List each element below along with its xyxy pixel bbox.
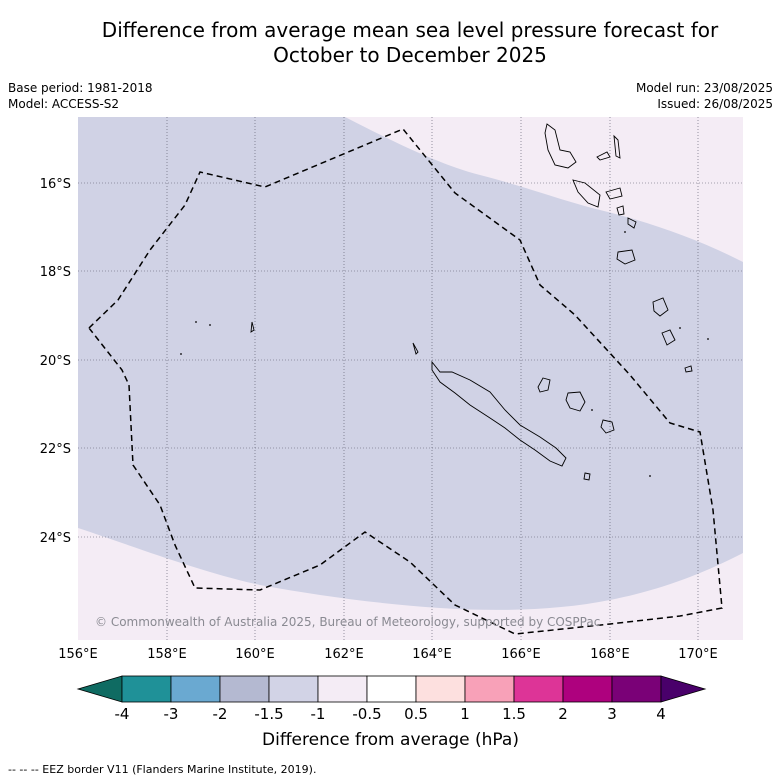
reef-dot <box>649 475 651 477</box>
lon-tick: 160°E <box>235 647 275 662</box>
colorbar-bin <box>611 675 662 703</box>
band-main <box>78 117 743 610</box>
colorbar-tick-label: -3 <box>163 705 179 723</box>
meta-left: Base period: 1981-2018 Model: ACCESS-S2 <box>8 80 153 112</box>
colorbar-extend-low <box>76 675 123 703</box>
colorbar-tick-label: 1.5 <box>502 705 526 723</box>
base-period: Base period: 1981-2018 <box>8 81 153 95</box>
lat-tick: 18°S <box>40 265 71 280</box>
lat-tick: 16°S <box>40 177 71 192</box>
lifou-island <box>565 391 586 412</box>
colorbar-bin <box>415 675 466 703</box>
lon-tick: 168°E <box>590 647 630 662</box>
colorbar <box>76 675 707 703</box>
maewo-island <box>613 134 621 159</box>
tanna-island <box>661 329 676 346</box>
title-line-2: October to December 2025 <box>273 43 547 67</box>
reef-dot <box>209 324 211 326</box>
ambae-island <box>596 151 611 161</box>
lon-tick: 158°E <box>147 647 187 662</box>
efate-island <box>616 249 636 265</box>
lon-tick: 162°E <box>324 647 364 662</box>
epi-island <box>616 205 625 216</box>
colorbar-bin <box>170 675 221 703</box>
mare-island <box>600 419 615 434</box>
model-name: Model: ACCESS-S2 <box>8 97 120 111</box>
reef-dot <box>591 409 593 411</box>
lon-axis: 156°E 158°E 160°E 162°E 164°E 166°E 168°… <box>58 647 718 662</box>
colorbar-bin <box>268 675 319 703</box>
colorbar-tick-label: -1 <box>310 705 326 723</box>
belep-islands <box>412 342 419 355</box>
colorbar-bin <box>121 675 172 703</box>
lat-tick: 20°S <box>40 354 71 369</box>
reef-dot <box>707 338 709 340</box>
colorbar-bin <box>317 675 368 703</box>
chesterfield-islet <box>250 321 255 333</box>
new-caledonia-island <box>431 360 567 467</box>
colorbar-tick-label: -2 <box>212 705 228 723</box>
eez-legend-note: -- -- -- EEZ border V11 (Flanders Marine… <box>8 763 317 776</box>
model-run: Model run: 23/08/2025 <box>635 81 773 95</box>
reef-dot <box>180 353 182 355</box>
colorbar-bin <box>464 675 515 703</box>
colorbar-tick-label: 1 <box>460 705 470 723</box>
lon-tick: 164°E <box>412 647 452 662</box>
aneityum-island <box>684 365 693 373</box>
isle-of-pines <box>583 472 591 481</box>
meta-right: Model run: 23/08/2025 Issued: 26/08/2025 <box>636 80 773 112</box>
ouvea-island <box>537 377 551 393</box>
malekula-island <box>572 179 601 208</box>
graticule <box>78 117 743 640</box>
map-title: Difference from average mean sea level p… <box>60 18 760 68</box>
colorbar-tick-label: -1.5 <box>254 705 284 723</box>
colorbar-tick-label: -4 <box>114 705 130 723</box>
copyright-notice: © Commonwealth of Australia 2025, Bureau… <box>95 615 601 629</box>
colorbar-tick-label: -0.5 <box>352 705 382 723</box>
lat-axis: 16°S 18°S 20°S 22°S 24°S <box>40 177 71 546</box>
shepherd-islands <box>627 217 637 229</box>
colorbar-bin <box>562 675 613 703</box>
title-line-1: Difference from average mean sea level p… <box>101 18 719 42</box>
colorbar-tick-label: 2 <box>558 705 568 723</box>
colorbar-bin <box>366 675 417 703</box>
colorbar-bin <box>219 675 270 703</box>
eez-border <box>87 128 723 635</box>
reef-dot <box>679 327 681 329</box>
erromango-island <box>652 297 669 317</box>
ambrym-island <box>605 187 623 200</box>
map-area <box>78 117 743 640</box>
lat-tick: 24°S <box>40 531 71 546</box>
colorbar-tick-label: 0.5 <box>404 705 428 723</box>
colorbar-tick-label: 3 <box>607 705 617 723</box>
colorbar-bin <box>513 675 564 703</box>
espiritu-santo <box>544 123 577 169</box>
reef-dot <box>195 321 197 323</box>
colorbar-extend-high <box>660 675 707 703</box>
lon-tick: 156°E <box>58 647 98 662</box>
colorbar-tick-label: 4 <box>656 705 666 723</box>
lon-tick: 166°E <box>501 647 541 662</box>
lon-tick: 170°E <box>678 647 718 662</box>
reef-dot <box>624 231 626 233</box>
lat-tick: 22°S <box>40 442 71 457</box>
colorbar-title: Difference from average (hPa) <box>262 730 519 750</box>
issued-date: Issued: 26/08/2025 <box>657 97 773 111</box>
